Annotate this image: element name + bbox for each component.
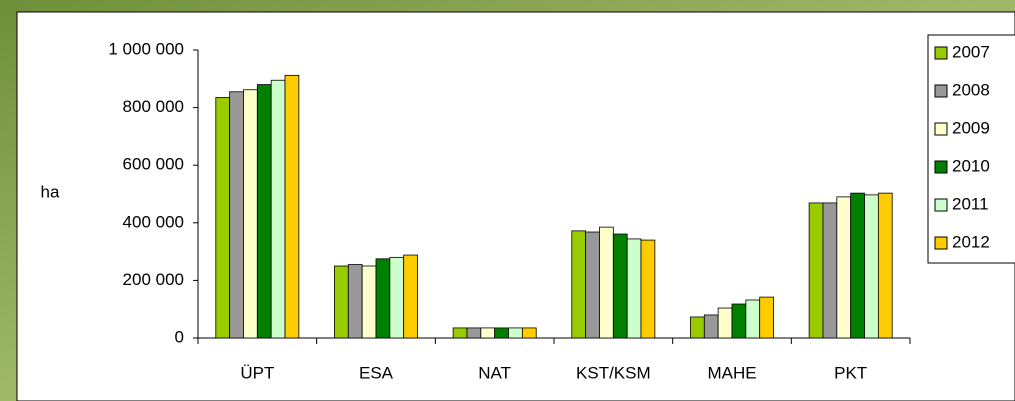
x-tick-label: MAHE [707,363,756,382]
bar [612,233,628,339]
bar [571,230,587,339]
legend-box [927,34,1015,264]
legend-label: 2007 [952,42,990,61]
bar [585,231,600,339]
bar [640,239,656,339]
x-tick-label: NAT [478,363,511,382]
bar [836,196,852,339]
bar [717,307,733,339]
legend-swatch [934,84,948,98]
x-tick-label: ÜPT [240,363,274,382]
legend-label: 2012 [952,232,990,251]
bar [466,327,482,339]
bar [334,265,349,339]
bar [521,327,537,339]
legend-swatch [934,122,948,136]
bar [270,79,286,339]
bar [745,299,761,339]
y-tick-label: 800 000 [123,97,184,116]
bar [375,258,391,339]
x-tick-label: KST/KSM [576,363,651,382]
bar [494,327,509,339]
legend-swatch [934,236,948,250]
legend-label: 2008 [952,80,990,99]
bar [508,327,523,339]
bar [284,74,300,339]
bar [452,327,468,339]
bar [215,97,231,339]
bar [256,84,272,339]
legend-label: 2010 [952,156,990,175]
bar [850,192,865,339]
y-tick-label: 0 [175,327,184,346]
y-tick-label: 400 000 [123,212,184,231]
legend-label: 2009 [952,118,990,137]
bar [243,89,258,339]
x-tick-label: PKT [834,363,867,382]
bar [480,327,496,339]
bar [361,265,377,339]
x-tick-label: ESA [359,363,394,382]
legend-label: 2011 [952,194,989,213]
y-tick-label: 200 000 [123,270,184,289]
bar [822,202,838,339]
y-axis-label: ha [41,182,60,201]
bar [864,194,879,339]
bar [759,296,774,339]
bar [808,202,824,339]
y-tick-label: 600 000 [123,155,184,174]
bar [403,254,418,339]
bar [389,256,405,339]
legend-swatch [934,198,948,212]
bar [703,314,719,339]
bar [599,226,614,339]
bar [229,91,244,339]
y-tick-label: 1 000 000 [108,39,184,58]
bar [877,192,893,339]
legend-swatch [934,46,948,60]
bar [626,238,642,339]
bar [347,264,363,339]
bar [731,303,747,339]
bar [690,316,705,339]
legend-swatch [934,160,948,174]
